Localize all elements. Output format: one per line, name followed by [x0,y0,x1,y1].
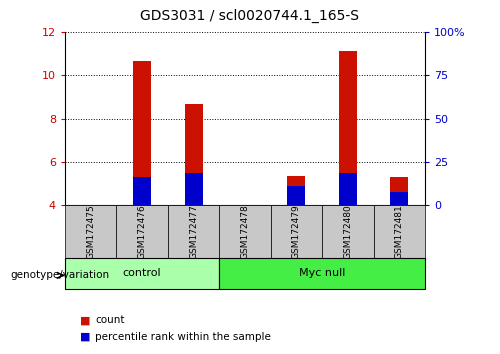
Bar [65,205,116,258]
Bar [288,176,306,205]
Bar [184,104,202,205]
Bar [339,51,357,205]
Text: GSM172475: GSM172475 [86,205,95,259]
Bar [133,177,151,205]
Text: GSM172481: GSM172481 [395,205,404,259]
Bar [288,186,306,205]
Bar [270,205,322,258]
Bar [220,205,270,258]
Bar [220,258,425,289]
Bar [322,205,374,258]
Text: control: control [123,268,162,279]
Text: ■: ■ [80,315,90,325]
Text: Myc null: Myc null [299,268,346,279]
Text: GSM172476: GSM172476 [138,205,146,259]
Bar [339,173,357,205]
Text: count: count [95,315,124,325]
Bar [133,61,151,205]
Bar [390,177,408,205]
Text: percentile rank within the sample: percentile rank within the sample [95,332,271,342]
Bar [374,205,425,258]
Text: GDS3031 / scl0020744.1_165-S: GDS3031 / scl0020744.1_165-S [140,9,360,23]
Bar [168,205,220,258]
Bar [184,173,202,205]
Text: GSM172479: GSM172479 [292,205,301,259]
Bar [65,258,220,289]
Text: GSM172478: GSM172478 [240,205,250,259]
Text: GSM172480: GSM172480 [344,205,352,259]
Text: genotype/variation: genotype/variation [10,270,109,280]
Text: ■: ■ [80,332,90,342]
Bar [390,192,408,205]
Bar [116,205,168,258]
Text: GSM172477: GSM172477 [189,205,198,259]
